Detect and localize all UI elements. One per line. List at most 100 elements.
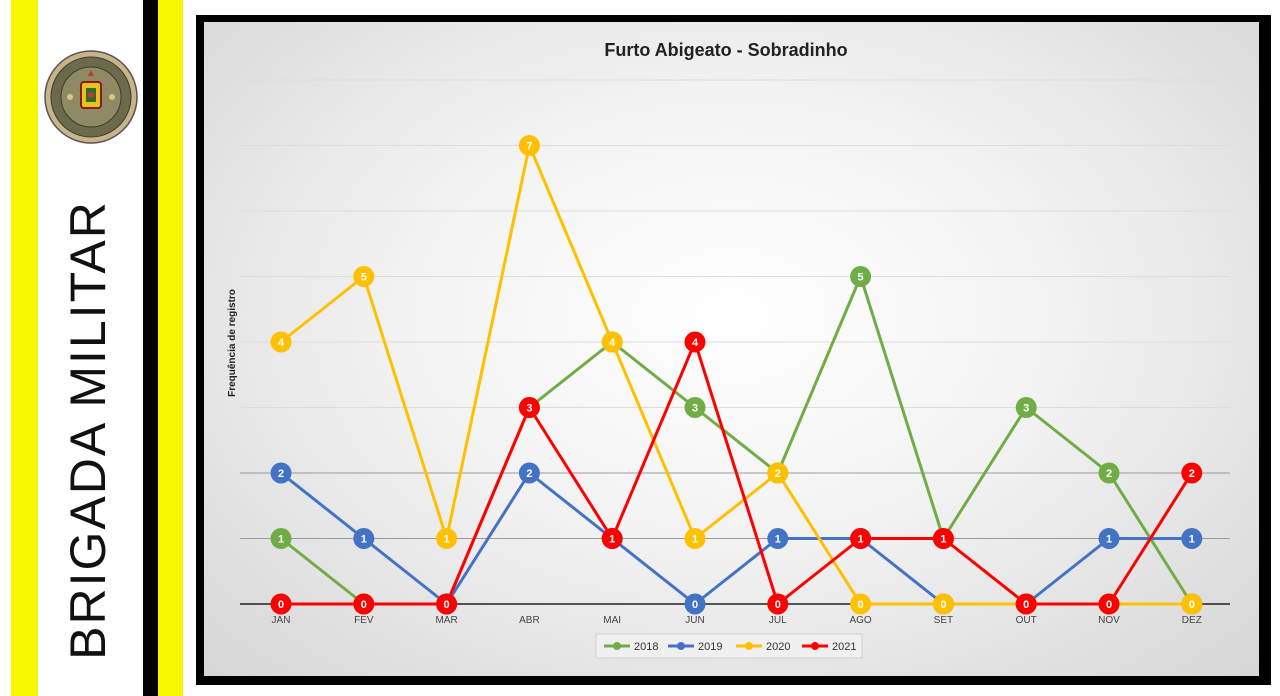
data-label-2021: 2 [1189, 468, 1195, 480]
series-points: 1003432513202102101100114517412000000003… [270, 135, 1203, 615]
series-line-2021 [281, 340, 1194, 606]
data-label-2018: 1 [278, 534, 284, 546]
x-axis-ticks: JAN FEV MAR ABR MAI JUN JUL AGO SET OUT NOV DEZ [272, 615, 1202, 626]
data-label-2020: 0 [1189, 599, 1195, 611]
data-label-2020: 0 [940, 599, 946, 611]
data-label-2021: 1 [858, 534, 864, 546]
data-point-2019 [270, 462, 292, 484]
data-label-2019: 1 [1189, 534, 1195, 546]
data-point-2019 [767, 528, 789, 549]
series-line-2018 [280, 275, 1194, 606]
data-point-2019 [353, 528, 375, 549]
data-point-2021 [1181, 462, 1203, 484]
gridlines [240, 79, 1230, 605]
data-point-2020 [684, 528, 706, 549]
data-point-2021 [436, 593, 458, 615]
data-point-2020 [1181, 593, 1203, 615]
data-label-2019: 1 [775, 534, 781, 546]
series-line-2019 [280, 471, 1192, 606]
data-point-2020 [932, 593, 954, 615]
series-line-2020 [280, 144, 1192, 606]
data-point-2021 [1098, 593, 1120, 615]
data-point-2018 [1015, 397, 1037, 418]
yellow-stripe-right [158, 0, 183, 696]
x-tick-label: NOV [1098, 615, 1120, 626]
data-point-2021 [601, 528, 623, 549]
data-point-2018 [684, 397, 706, 418]
data-point-2020 [850, 593, 872, 615]
data-point-2021 [270, 593, 292, 615]
data-label-2018: 2 [1106, 468, 1112, 480]
legend: 2018 2019 2020 2021 [595, 633, 863, 659]
data-point-2018 [850, 266, 872, 287]
x-tick-label: FEV [354, 615, 374, 626]
data-point-2020 [270, 331, 292, 353]
data-point-2019 [684, 593, 706, 615]
data-point-2020 [436, 528, 458, 549]
data-label-2021: 3 [526, 403, 532, 415]
x-tick-label: ABR [519, 615, 540, 626]
data-label-2021: 1 [609, 534, 615, 546]
data-label-2019: 1 [361, 534, 367, 546]
data-point-2020 [601, 331, 623, 353]
x-tick-label: DEZ [1182, 615, 1202, 626]
x-tick-label: OUT [1016, 615, 1037, 626]
data-label-2020: 4 [609, 337, 616, 349]
x-tick-label: AGO [849, 615, 871, 626]
legend-label: 2018 [634, 641, 658, 653]
data-label-2018: 3 [1023, 403, 1029, 415]
data-label-2019: 1 [1106, 534, 1112, 546]
data-point-2018 [270, 528, 292, 549]
data-label-2020: 4 [278, 337, 285, 349]
legend-swatch-marker [745, 642, 753, 650]
legend-swatch-marker [613, 642, 621, 650]
data-label-2020: 0 [858, 599, 864, 611]
x-tick-label: MAI [603, 615, 621, 626]
data-point-2020 [767, 462, 789, 484]
legend-label: 2020 [766, 641, 790, 653]
data-label-2018: 3 [692, 403, 698, 415]
data-label-2021: 0 [775, 599, 781, 611]
brigada-militar-seal-logo [44, 50, 138, 144]
data-label-2021: 0 [361, 599, 367, 611]
data-point-2019 [1181, 528, 1203, 549]
data-label-2021: 0 [444, 599, 450, 611]
data-point-2018 [1098, 462, 1120, 484]
data-label-2020: 5 [361, 272, 367, 284]
black-stripe [143, 0, 158, 696]
series-lines [280, 144, 1194, 606]
yellow-stripe-left [11, 0, 38, 696]
data-label-2019: 2 [278, 468, 284, 480]
data-label-2021: 0 [278, 599, 284, 611]
data-point-2021 [1015, 593, 1037, 615]
legend-swatch-marker [677, 642, 685, 650]
legend-swatch-marker [811, 642, 819, 650]
data-point-2021 [932, 528, 954, 549]
data-point-2019 [518, 462, 540, 484]
data-label-2021: 4 [692, 337, 699, 349]
data-label-2018: 5 [858, 272, 864, 284]
x-tick-label: MAR [435, 615, 457, 626]
data-label-2021: 0 [1106, 599, 1112, 611]
data-label-2020: 7 [526, 141, 532, 153]
data-point-2021 [850, 528, 872, 549]
data-label-2021: 1 [940, 534, 946, 546]
x-tick-label: SET [934, 615, 953, 626]
legend-label: 2019 [698, 641, 722, 653]
data-label-2020: 2 [775, 468, 781, 480]
x-tick-label: JUL [769, 615, 787, 626]
data-label-2020: 1 [444, 534, 450, 546]
x-tick-label: JAN [272, 615, 291, 626]
data-point-2019 [1098, 528, 1120, 549]
data-point-2021 [353, 593, 375, 615]
chart-area [204, 22, 1259, 676]
data-point-2021 [767, 593, 789, 615]
x-tick-label: JUN [685, 615, 704, 626]
legend-label: 2021 [832, 641, 856, 653]
data-label-2019: 0 [692, 599, 698, 611]
y-axis-label: Frequência de registro [227, 289, 238, 397]
data-label-2020: 1 [692, 534, 698, 546]
data-point-2020 [353, 266, 375, 287]
data-point-2020 [518, 135, 540, 156]
